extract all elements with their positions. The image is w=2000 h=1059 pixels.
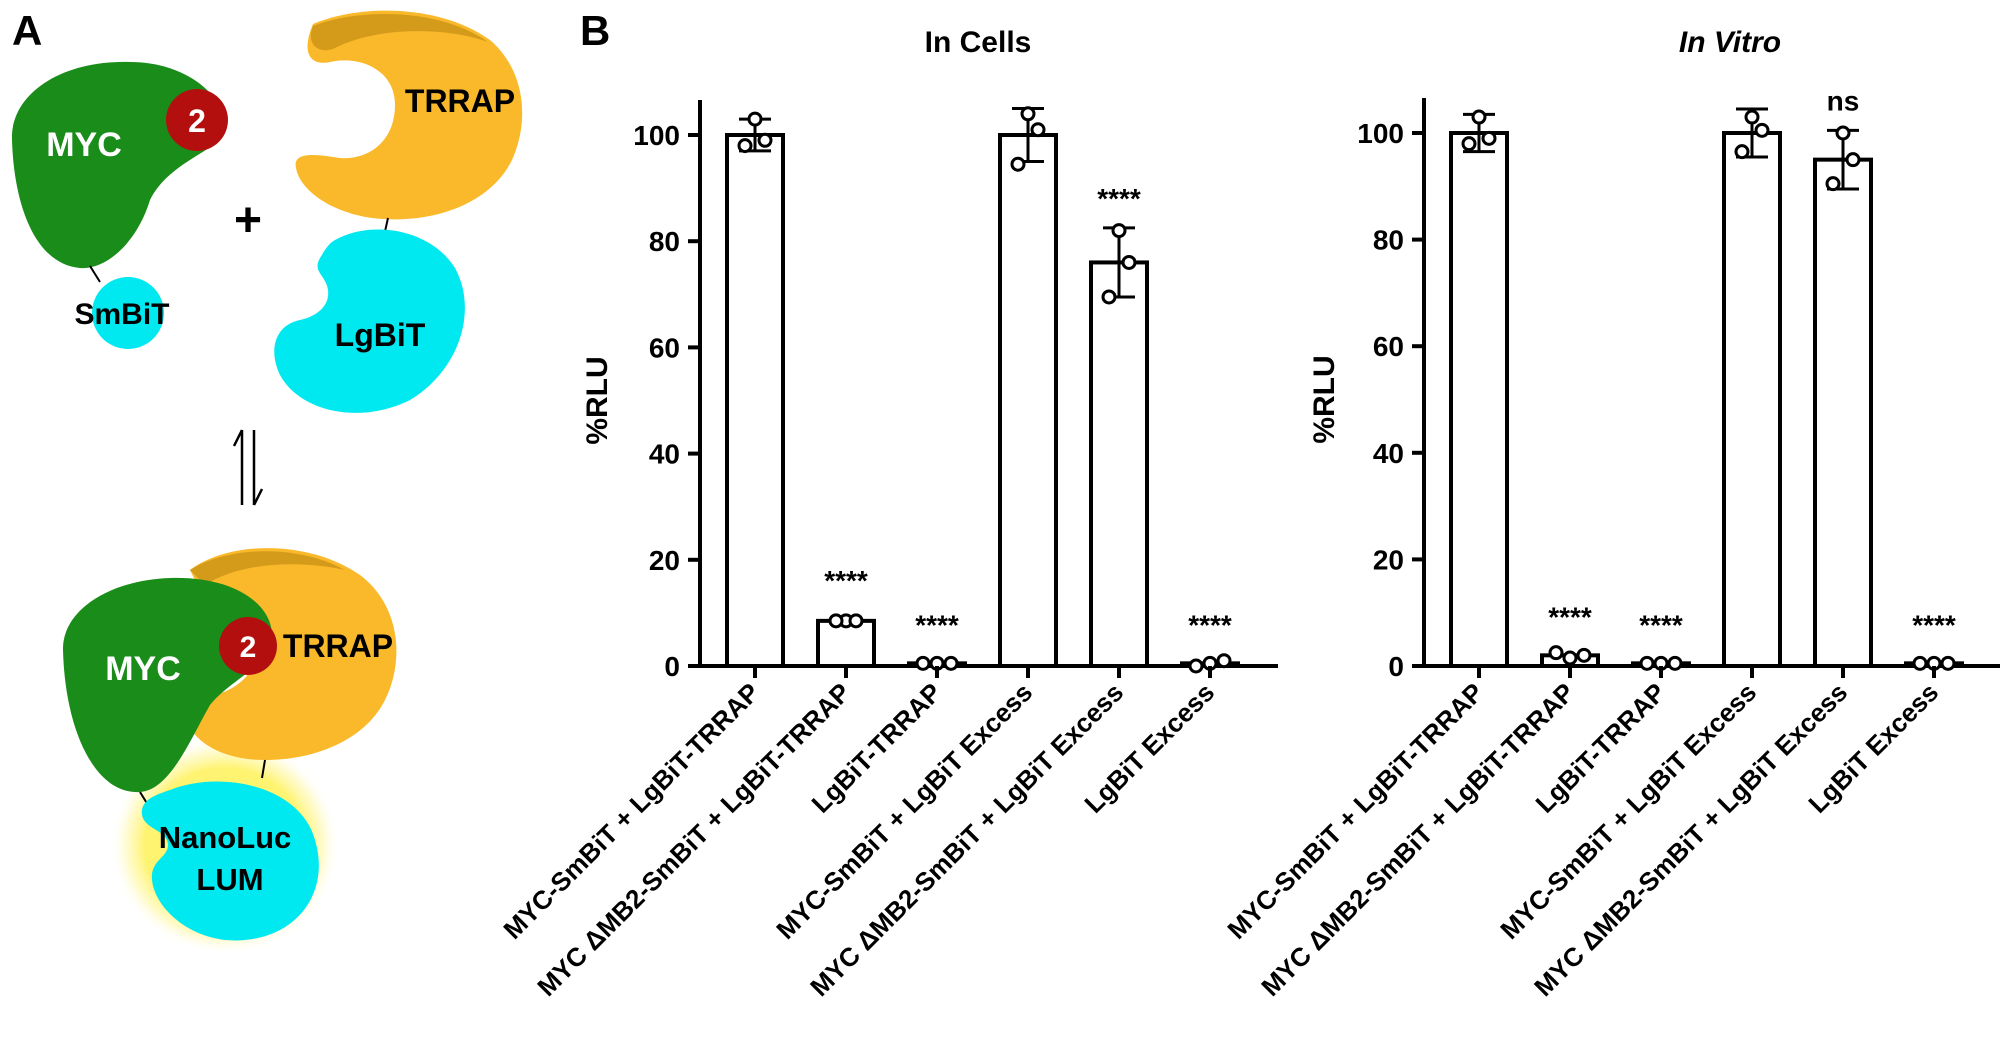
x-tick-label: MYC ΔMB2-SmBiT + LgBiT-TRRAP	[531, 677, 856, 1002]
y-tick-label: 100	[1357, 118, 1404, 149]
bottom-trrap-fold	[190, 551, 345, 585]
data-point	[1576, 647, 1592, 663]
data-point	[1667, 655, 1683, 671]
bar	[725, 133, 785, 668]
data-point	[747, 111, 763, 127]
significance-label: ****	[1639, 610, 1683, 641]
y-axis-label: %RLU	[1308, 355, 1341, 443]
lum-label: LUM	[196, 862, 263, 897]
data-point	[1121, 254, 1137, 270]
bar	[998, 133, 1058, 668]
y-tick-label: 40	[1373, 438, 1404, 469]
smbit-circle	[92, 277, 164, 349]
significance-label: ****	[1097, 183, 1141, 214]
bottom-myc-shape	[62, 577, 273, 793]
smbit-label: SmBiT	[74, 298, 169, 331]
data-point	[1030, 122, 1046, 138]
y-tick-label: 100	[633, 120, 680, 151]
y-tick-label: 60	[649, 332, 680, 363]
bottom-trrap-linker	[261, 759, 266, 779]
trrap-label: TRRAP	[405, 83, 515, 119]
y-tick-label: 20	[1373, 544, 1404, 575]
panel-a-diagram: A MYC 2 SmBiT + TRRAP LgBiT MYC 2 TRRAP	[11, 7, 523, 955]
data-point	[1471, 109, 1487, 125]
y-tick-label: 80	[1373, 225, 1404, 256]
significance-label: ****	[1548, 602, 1592, 633]
data-point	[1835, 125, 1851, 141]
data-point	[1940, 655, 1956, 671]
y-tick-label: 60	[1373, 331, 1404, 362]
trrap-fold-shade	[310, 14, 488, 51]
bar	[1813, 157, 1873, 668]
panel-label-a: A	[12, 7, 42, 54]
chart-title: In Vitro	[1679, 26, 1781, 59]
nanoluc-shape	[141, 781, 319, 941]
significance-label: ****	[1188, 610, 1232, 641]
equilibrium-arrows	[232, 429, 264, 506]
x-tick-label: MYC ΔMB2-SmBiT + LgBiT-TRRAP	[1255, 677, 1580, 1002]
data-point	[1744, 109, 1760, 125]
y-tick-label: 20	[649, 545, 680, 576]
data-point	[1639, 655, 1655, 671]
y-tick-label: 40	[649, 439, 680, 470]
data-point	[828, 613, 844, 629]
x-tick-label: MYC ΔMB2-SmBiT + LgBiT Excess	[1528, 677, 1853, 1002]
data-point	[943, 655, 959, 671]
data-point	[1562, 650, 1578, 666]
myc-label: MYC	[46, 126, 122, 164]
lgbit-shape	[274, 229, 465, 413]
bottom-trrap-label: TRRAP	[283, 628, 393, 664]
lgbit-label: LgBiT	[335, 317, 426, 353]
data-point	[1734, 144, 1750, 160]
data-point	[1548, 645, 1564, 661]
significance-label: ****	[915, 610, 959, 641]
myc-linker	[89, 265, 101, 283]
data-point	[737, 138, 753, 154]
y-tick-label: 80	[649, 226, 680, 257]
x-tick-label: MYC ΔMB2-SmBiT + LgBiT Excess	[804, 677, 1129, 1002]
significance-label: ns	[1827, 85, 1860, 116]
data-point	[1754, 122, 1770, 138]
data-point	[1111, 223, 1127, 239]
mb2-label: 2	[188, 103, 206, 139]
data-point	[1101, 289, 1117, 305]
chart-title: In Cells	[925, 26, 1032, 59]
data-point	[1010, 156, 1026, 172]
data-point	[1912, 655, 1928, 671]
data-point	[848, 613, 864, 629]
significance-label: ****	[824, 565, 868, 596]
bar	[1089, 260, 1149, 668]
significance-label: ****	[1912, 610, 1956, 641]
bottom-mb2-label: 2	[240, 631, 257, 664]
data-point	[1825, 176, 1841, 192]
bottom-mb2-circle	[219, 617, 277, 675]
trrap-protein-shape	[295, 10, 523, 220]
plus-sign: +	[234, 194, 262, 247]
data-point	[1481, 130, 1497, 146]
y-tick-label: 0	[664, 651, 680, 682]
data-point	[915, 655, 931, 671]
y-axis-label: %RLU	[581, 356, 614, 444]
nanoluc-label: NanoLuc	[159, 820, 292, 855]
data-point	[1020, 106, 1036, 122]
mb2-circle	[166, 89, 228, 151]
data-point	[1461, 136, 1477, 152]
bar	[1722, 131, 1782, 668]
data-point	[1188, 658, 1204, 674]
data-point	[757, 132, 773, 148]
y-tick-label: 0	[1388, 651, 1404, 682]
bottom-myc-label: MYC	[105, 650, 181, 688]
data-point	[1216, 653, 1232, 669]
panel-label-b: B	[580, 7, 610, 54]
bar	[1449, 131, 1509, 668]
data-point	[1845, 152, 1861, 168]
